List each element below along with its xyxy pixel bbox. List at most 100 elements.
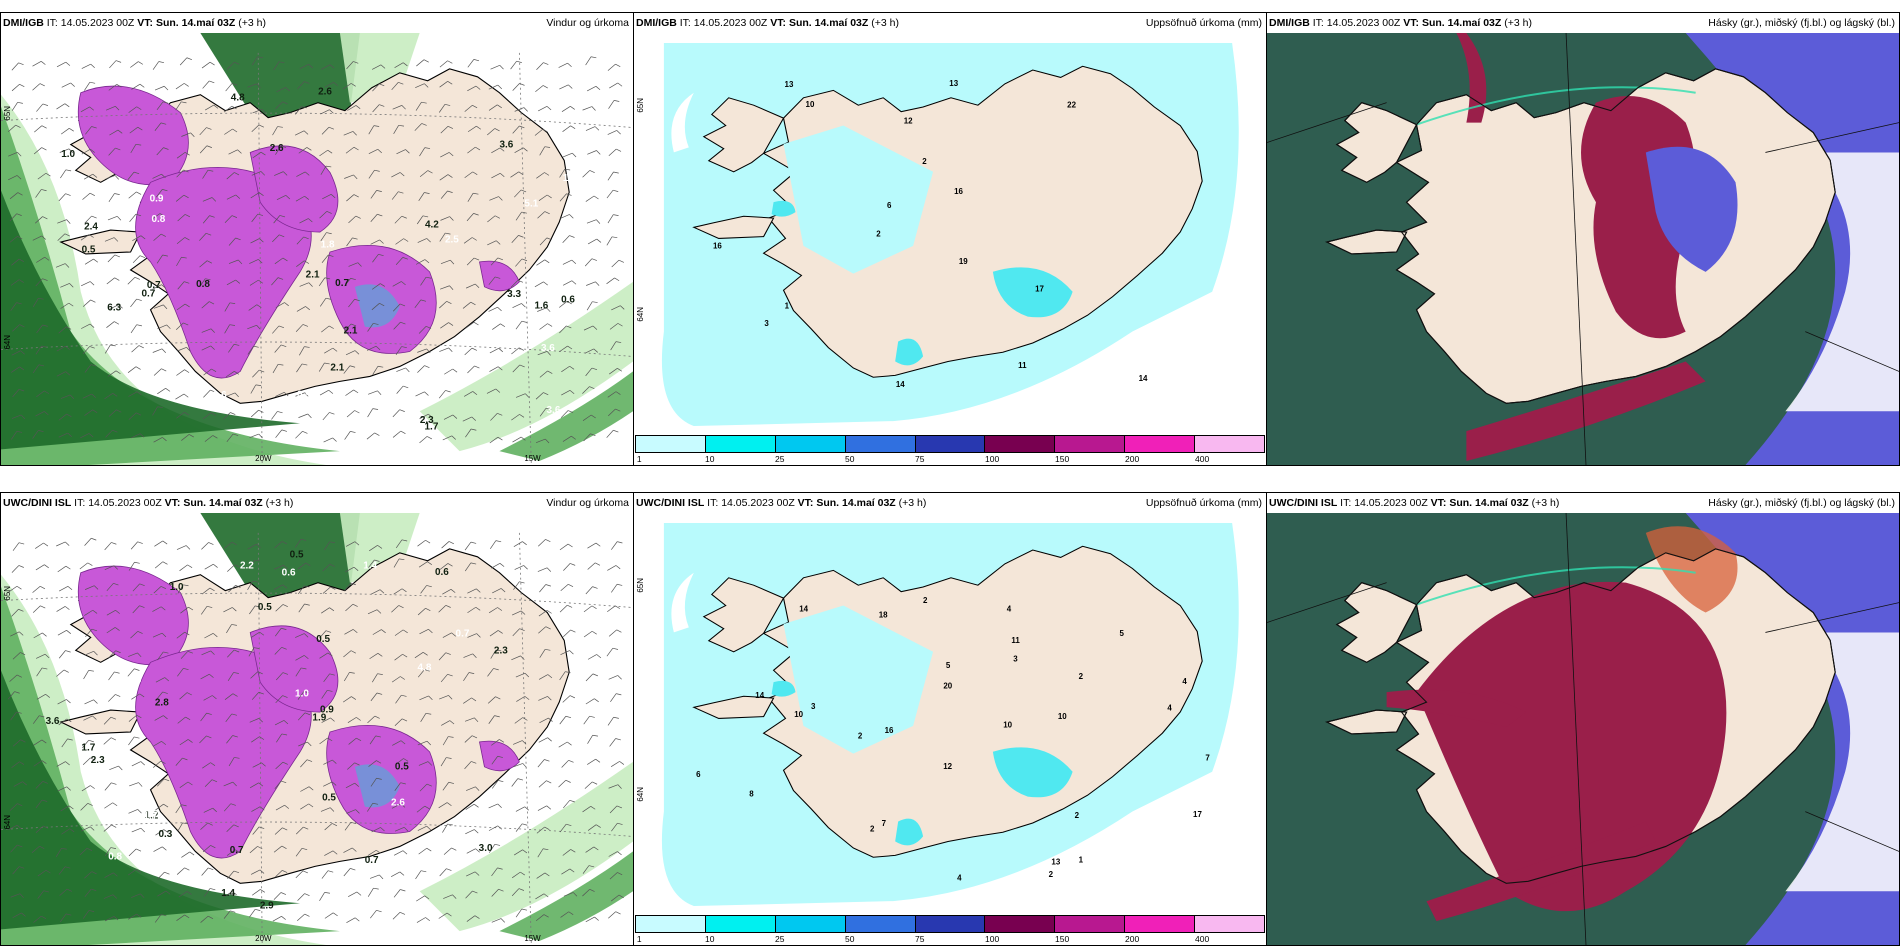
wind-barb bbox=[442, 782, 450, 791]
wind-barb bbox=[464, 347, 473, 356]
clear-area bbox=[1785, 152, 1899, 412]
wind-barb bbox=[535, 438, 546, 444]
wind-barb bbox=[414, 299, 422, 309]
wind-barb bbox=[228, 585, 236, 593]
wind-barb bbox=[606, 189, 614, 199]
value-label: 7 bbox=[1205, 754, 1210, 763]
wind-barb bbox=[35, 345, 42, 355]
wind-barb bbox=[128, 391, 138, 397]
init-time: 14.05.2023 00Z bbox=[60, 17, 135, 29]
wind-barb bbox=[181, 851, 190, 858]
wind-barb bbox=[392, 303, 401, 312]
wind-barb bbox=[251, 736, 260, 743]
wind-barb bbox=[274, 564, 284, 570]
value-label: 1.4 bbox=[363, 561, 377, 572]
wind-barb bbox=[201, 650, 211, 656]
wind-barb bbox=[203, 695, 213, 701]
wind-barb bbox=[538, 737, 548, 743]
wind-speed-band bbox=[419, 281, 633, 452]
wind-barb bbox=[345, 541, 356, 547]
wind-barb bbox=[585, 916, 595, 923]
wind-barb bbox=[324, 912, 334, 919]
wind-barb bbox=[586, 301, 593, 311]
value-label: 14 bbox=[1139, 374, 1148, 383]
wind-barb bbox=[467, 125, 477, 133]
panel-title: Vindur og úrkoma bbox=[546, 497, 629, 509]
wind-barb bbox=[10, 279, 20, 286]
map-area[interactable]: 3.6 3.3 3.6 5.1 2.6 2.3 1.9 0.7 0.7 0.9 2.6 4.2 2.5 1… bbox=[1, 33, 633, 465]
wind-barb bbox=[152, 606, 162, 612]
wind-barb bbox=[84, 609, 93, 616]
wind-barb bbox=[370, 190, 377, 199]
wind-barb bbox=[223, 541, 233, 549]
wind-barb bbox=[9, 674, 18, 682]
wind-barb bbox=[274, 780, 282, 790]
wind-barb bbox=[343, 365, 351, 374]
wind-barb bbox=[175, 101, 182, 111]
precip-area bbox=[992, 747, 1073, 798]
wind-barb bbox=[343, 672, 350, 682]
wind-barb bbox=[415, 83, 425, 88]
map-area[interactable] bbox=[1267, 513, 1899, 945]
panel-title: Uppsöfnuð úrkoma (mm) bbox=[1145, 17, 1262, 29]
wind-barb bbox=[440, 285, 450, 290]
wind-barb bbox=[441, 720, 451, 726]
wind-barb bbox=[560, 584, 569, 592]
wind-barb bbox=[104, 393, 113, 400]
map-area[interactable]: 2 5 4 4 2 10 11 16 20 2 7 10 3 2 18 4 14 8 6 7 10 14 12 17 4 5 2 3 1… bbox=[634, 513, 1266, 915]
value-label: 10 bbox=[806, 100, 815, 109]
wind-barb bbox=[515, 908, 523, 918]
wind-barb bbox=[58, 413, 67, 421]
wind-barb bbox=[345, 389, 354, 396]
wind-barb bbox=[466, 213, 474, 222]
wind-barb bbox=[273, 584, 283, 590]
wind-barb bbox=[395, 238, 404, 245]
wind-barb bbox=[35, 278, 43, 287]
latitude-label: 65N bbox=[3, 586, 12, 601]
wind-barb bbox=[57, 233, 66, 241]
wind-barb bbox=[199, 127, 207, 136]
wind-barb bbox=[199, 145, 208, 154]
wind-speed-band bbox=[499, 851, 633, 942]
value-label: 1.4 bbox=[140, 770, 154, 781]
wind-barb bbox=[250, 869, 261, 875]
map-area[interactable] bbox=[1267, 33, 1899, 465]
wind-barb bbox=[562, 259, 573, 265]
wind-barb bbox=[348, 215, 357, 224]
wind-barb bbox=[130, 61, 139, 68]
wind-barb bbox=[153, 437, 163, 443]
map-area[interactable]: 0.8 0.6 1.0 0.7 0.5 2.8 1.4 1.2 2.3 4.8 1.7 0.5 2.6 1… bbox=[1, 513, 633, 945]
wind-barb bbox=[606, 430, 614, 438]
wind-barb bbox=[440, 216, 450, 221]
wind-barb bbox=[439, 347, 449, 352]
value-label: 2 bbox=[1079, 672, 1084, 681]
value-label: 1.0 bbox=[61, 149, 75, 160]
wind-barb bbox=[275, 146, 282, 155]
wind-barb bbox=[84, 364, 92, 373]
wind-barb bbox=[157, 871, 165, 880]
wind-barb bbox=[252, 889, 261, 896]
wind-barb bbox=[35, 411, 45, 417]
wind-barb bbox=[390, 871, 401, 877]
value-label: 3.6 bbox=[499, 139, 513, 150]
wind-barb bbox=[295, 195, 305, 202]
wind-barb bbox=[584, 258, 593, 267]
wind-barb bbox=[108, 193, 115, 202]
wind-barb bbox=[104, 565, 115, 571]
wind-barb bbox=[249, 259, 259, 264]
value-label: 2.6 bbox=[318, 87, 332, 98]
wind-barb bbox=[607, 391, 617, 398]
wind-barb bbox=[391, 803, 401, 809]
wind-barb bbox=[538, 106, 548, 112]
value-label: 5 bbox=[946, 661, 951, 670]
wind-barb bbox=[251, 124, 260, 133]
wind-barb bbox=[57, 630, 67, 636]
wind-barb bbox=[537, 211, 546, 219]
value-label: 2 bbox=[1075, 811, 1080, 820]
wind-barb bbox=[348, 299, 355, 308]
value-label: 2.3 bbox=[420, 415, 434, 426]
wind-barb bbox=[511, 414, 520, 421]
wind-barb bbox=[487, 240, 497, 246]
wind-barb bbox=[396, 367, 406, 372]
map-area[interactable]: 3 11 19 16 10 13 14 6 1 16 12 14 22 17 13 2 2 65N 64N bbox=[634, 33, 1266, 435]
